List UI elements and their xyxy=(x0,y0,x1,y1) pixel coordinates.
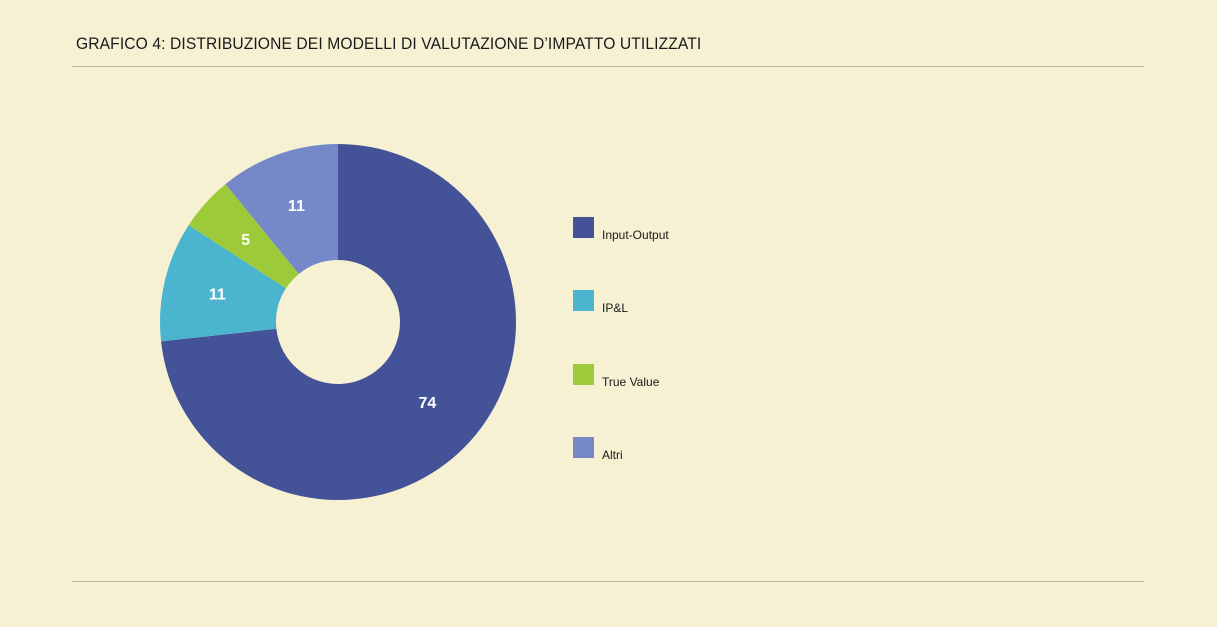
slice-true-value xyxy=(188,184,299,289)
legend-label: True Value xyxy=(602,375,660,389)
legend-swatch xyxy=(573,217,594,238)
legend-swatch xyxy=(573,290,594,311)
bottom-divider xyxy=(72,581,1144,582)
top-divider xyxy=(72,66,1144,67)
slice-value-label: 74 xyxy=(418,395,436,412)
legend-label: Altri xyxy=(602,448,623,462)
legend-label: IP&L xyxy=(602,301,629,315)
slice-input-output xyxy=(161,144,517,501)
legend-swatch xyxy=(573,437,594,458)
chart-title: GRAFICO 4: DISTRIBUZIONE DEI MODELLI DI … xyxy=(76,34,702,53)
legend-label: Input-Output xyxy=(602,228,669,242)
slice-value-label: 11 xyxy=(288,198,305,215)
slice-value-label: 11 xyxy=(209,286,226,303)
legend-swatch xyxy=(573,364,594,385)
slice-ip-l xyxy=(160,225,286,342)
slice-value-label: 5 xyxy=(241,232,250,249)
slice-altri xyxy=(225,144,338,274)
